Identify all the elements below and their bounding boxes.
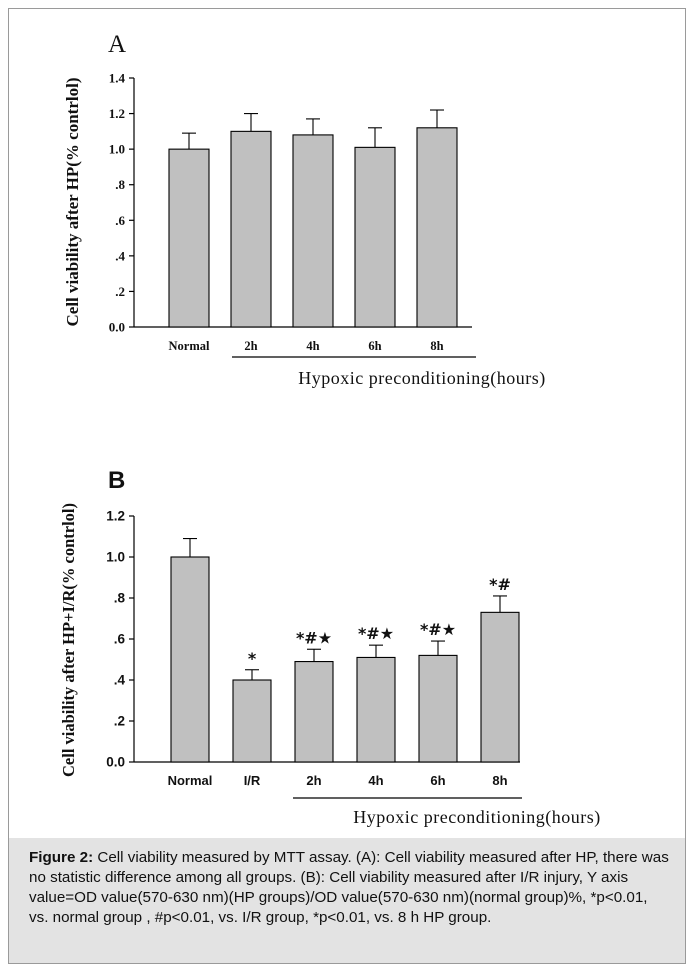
panel-b-y-tick-label: .2: [114, 714, 125, 729]
panel-b-y-tick-label: 1.0: [106, 550, 125, 565]
panel-a-y-tick-label: 0.0: [109, 320, 125, 335]
caption-label: Figure 2:: [29, 849, 94, 866]
panel-b-category-label: I/R: [244, 773, 261, 788]
figure-caption: Figure 2: Cell viability measured by MTT…: [8, 838, 686, 964]
panel-b-y-tick-label: .4: [114, 673, 126, 688]
panel-a-category-label: 6h: [368, 339, 381, 353]
panel-a-y-tick-label: 1.4: [109, 71, 126, 86]
panel-b-significance-mark: *#★: [296, 628, 332, 647]
panel-b-significance-mark: *#: [489, 575, 511, 594]
panel-a-y-tick-label: .2: [115, 284, 125, 299]
panel-a-category-label: 2h: [244, 339, 257, 353]
panel-b-significance-mark: *#★: [420, 620, 456, 639]
panel-b-letter: B: [108, 467, 125, 494]
panel-b-bar: [480, 611, 520, 763]
panel-b-bar: [170, 556, 210, 763]
panel-a-letter: A: [108, 31, 126, 58]
panel-b-category-label: Normal: [168, 773, 213, 788]
panel-b-significance-mark: *#★: [358, 624, 394, 643]
panel-b-bar: [294, 660, 334, 763]
panel-b-bar: [418, 654, 458, 763]
panel-a-y-tick-label: 1.2: [109, 106, 125, 121]
panel-a-bar: [416, 127, 458, 328]
panel-a-category-label: 8h: [430, 339, 443, 353]
caption-text: Cell viability measured by MTT assay. (A…: [29, 849, 669, 926]
panel-a-bar: [292, 134, 334, 328]
panel-a-y-tick-label: .8: [115, 177, 125, 192]
panel-b-significance-mark: *: [248, 649, 257, 668]
panel-a-y-tick-label: .4: [115, 248, 125, 263]
panel-a-y-tick-label: .6: [115, 213, 125, 228]
panel-a-y-axis-label: Cell viability after HP(% contrlol): [63, 78, 82, 327]
panel-a-bar: [230, 130, 272, 328]
panel-b-category-label: 4h: [368, 773, 383, 788]
panel-b-y-tick-label: 0.0: [106, 755, 125, 770]
panel-b-category-label: 6h: [430, 773, 445, 788]
panel-a-category-label: 4h: [306, 339, 319, 353]
panel-b-bar: [232, 679, 272, 763]
panel-a-bar: [354, 146, 396, 328]
panel-b-bar: [356, 656, 396, 763]
panel-b-y-tick-label: 1.2: [106, 509, 125, 524]
panel-a-category-label: Normal: [169, 339, 210, 353]
panel-a-y-tick-label: 1.0: [109, 142, 125, 157]
panel-b-y-tick-label: .6: [114, 632, 126, 647]
panel-b-category-label: 2h: [306, 773, 321, 788]
panel-b-y-tick-label: .8: [114, 591, 126, 606]
panel-a-x-axis-label: Hypoxic preconditioning(hours): [298, 368, 545, 389]
figure-frame: [8, 8, 686, 964]
panel-b-x-axis-label: Hypoxic preconditioning(hours): [353, 807, 600, 828]
panel-b-y-axis-label: Cell viability after HP+I/R(% contrlol): [59, 503, 78, 777]
panel-b-category-label: 8h: [492, 773, 507, 788]
panel-a-bar: [168, 148, 210, 328]
